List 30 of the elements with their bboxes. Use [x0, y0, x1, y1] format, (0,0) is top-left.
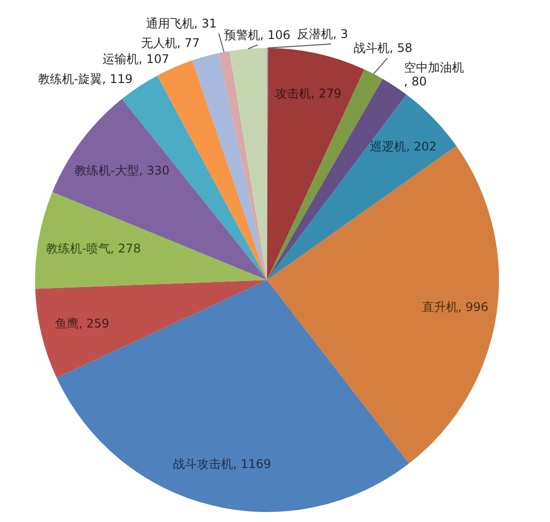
data-label: , 259	[78, 316, 110, 331]
data-label: , 3	[332, 27, 348, 42]
slice-label: 攻击机	[275, 86, 312, 100]
data-label: , 279	[311, 86, 342, 100]
slice-label: 鱼鹰	[54, 316, 79, 331]
data-label: , 202	[406, 140, 437, 154]
slice-label: 通用飞机	[146, 16, 194, 31]
data-label: , 1169	[232, 456, 272, 471]
slice-label: 教练机-旋翼	[38, 72, 102, 86]
slice-label: 反潜机	[296, 27, 333, 42]
slice-label: 直升机	[422, 300, 458, 314]
data-label: , 80	[404, 74, 427, 89]
slice-label: 战斗机	[353, 41, 390, 56]
data-label: , 107	[138, 52, 170, 66]
slice-label: 无人机	[140, 36, 177, 50]
data-label: , 106	[260, 28, 290, 42]
slice-label: 教练机-大型	[74, 164, 140, 178]
slice-label: 运输机	[102, 52, 139, 66]
slice-label: 巡逻机	[370, 140, 406, 154]
slice-label: 教练机-喷气	[46, 241, 110, 256]
data-label: , 119	[102, 72, 133, 86]
slice-label: 空中加油机	[404, 60, 464, 75]
data-label: , 58	[389, 41, 412, 56]
data-label: , 330	[139, 164, 170, 178]
data-label: , 31	[194, 16, 217, 31]
data-label: , 278	[110, 241, 141, 256]
slice-label: 预警机	[224, 28, 260, 42]
slice-label: 战斗攻击机	[172, 456, 233, 471]
data-label: , 996	[458, 300, 488, 314]
data-label: , 77	[176, 36, 200, 50]
